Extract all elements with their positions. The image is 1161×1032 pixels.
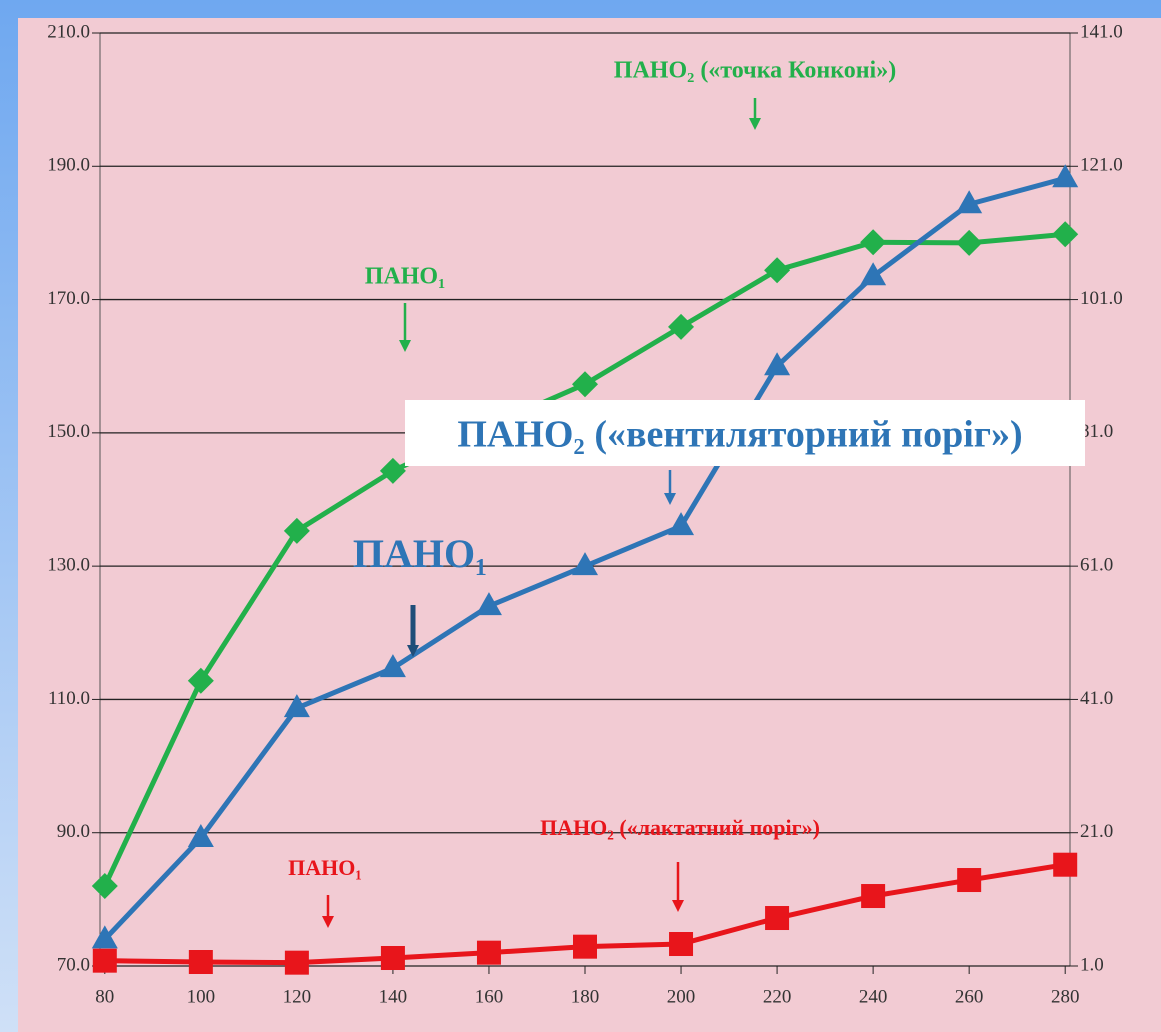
x-tick-label: 100 xyxy=(187,986,216,1007)
point xyxy=(187,824,214,848)
point xyxy=(187,667,214,694)
y2-tick-label: 21.0 xyxy=(1080,821,1113,842)
point xyxy=(283,694,310,718)
y-tick-label: 90.0 xyxy=(57,821,90,842)
point xyxy=(860,229,887,256)
x-tick-label: 240 xyxy=(859,986,888,1007)
point xyxy=(91,873,118,900)
x-tick-label: 120 xyxy=(283,986,312,1007)
point xyxy=(1052,164,1079,188)
y-tick-label: 150.0 xyxy=(47,421,90,442)
point xyxy=(668,512,695,536)
y2-tick-label: 141.0 xyxy=(1080,21,1123,42)
point xyxy=(861,884,886,909)
arrow-head xyxy=(407,645,419,657)
annotation: ПАНО₂ («точка Конконі») xyxy=(614,58,896,84)
point xyxy=(188,950,213,975)
arrow-head xyxy=(749,118,761,130)
x-tick-label: 200 xyxy=(667,986,696,1007)
point xyxy=(669,932,694,957)
point xyxy=(1053,852,1078,877)
point xyxy=(284,950,309,975)
x-tick-label: 260 xyxy=(955,986,984,1007)
annotation: ПАНО₂ («вентиляторний поріг») xyxy=(457,414,1022,456)
point xyxy=(283,517,310,544)
point xyxy=(957,868,982,893)
arrow-head xyxy=(322,916,334,928)
x-tick-label: 140 xyxy=(379,986,408,1007)
point xyxy=(92,948,117,973)
point xyxy=(956,229,983,256)
point xyxy=(764,352,791,376)
point xyxy=(860,262,887,286)
y-tick-label: 130.0 xyxy=(47,555,90,576)
annotation: ПАНО₁ xyxy=(288,855,362,880)
point xyxy=(379,457,406,484)
point xyxy=(765,906,790,931)
point xyxy=(476,940,501,965)
y2-tick-label: 101.0 xyxy=(1080,288,1123,309)
y-tick-label: 210.0 xyxy=(47,21,90,42)
arrow-head xyxy=(664,493,676,505)
y2-tick-label: 41.0 xyxy=(1080,688,1113,709)
y2-tick-label: 1.0 xyxy=(1080,954,1104,975)
y2-tick-label: 81.0 xyxy=(1080,421,1113,442)
x-tick-label: 180 xyxy=(571,986,600,1007)
y-tick-label: 70.0 xyxy=(57,954,90,975)
x-tick-label: 80 xyxy=(95,986,114,1007)
point xyxy=(1052,221,1079,248)
y-tick-label: 170.0 xyxy=(47,288,90,309)
arrow-head xyxy=(399,340,411,352)
annotation: ПАНО₁ xyxy=(365,264,446,290)
x-tick-label: 160 xyxy=(475,986,504,1007)
point xyxy=(572,371,598,398)
point xyxy=(572,552,598,576)
point xyxy=(956,190,983,214)
y-tick-label: 110.0 xyxy=(48,688,90,709)
annotation-box xyxy=(405,400,1085,466)
annotation: ПАНО₁ xyxy=(353,531,487,576)
point xyxy=(573,934,597,959)
point xyxy=(764,257,791,284)
point xyxy=(379,654,406,678)
y2-tick-label: 121.0 xyxy=(1080,155,1123,176)
x-tick-label: 220 xyxy=(763,986,792,1007)
y-tick-label: 190.0 xyxy=(47,155,90,176)
point xyxy=(91,925,118,949)
annotation: ПАНО₂ («лактатний поріг») xyxy=(540,815,820,840)
arrow-head xyxy=(672,900,684,912)
point xyxy=(380,946,405,971)
y2-tick-label: 61.0 xyxy=(1080,555,1113,576)
plot-background xyxy=(18,18,1161,1032)
point xyxy=(475,592,502,616)
point xyxy=(668,313,695,340)
x-tick-label: 280 xyxy=(1051,986,1080,1007)
